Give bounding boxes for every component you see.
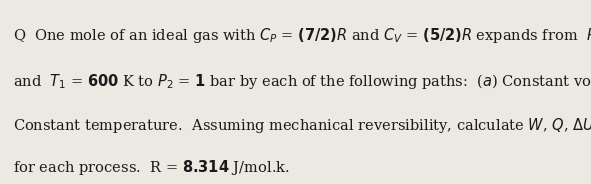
Text: Q  One mole of an ideal gas with $C_P$ = $\mathbf{(7/2)}$$R$ and $C_V$ = $\mathb: Q One mole of an ideal gas with $C_P$ = … [13,26,591,45]
Text: and  $T_1$ = $\mathbf{600}$ K to $P_2$ = $\mathbf{1}$ bar by each of the followi: and $T_1$ = $\mathbf{600}$ K to $P_2$ = … [13,72,591,91]
Text: for each process.  R = $\mathbf{8.314}$ J/mol.k.: for each process. R = $\mathbf{8.314}$ J… [13,158,290,177]
Text: Constant temperature.  Assuming mechanical reversibility, calculate $W$, $Q$, $\: Constant temperature. Assuming mechanica… [13,116,591,135]
